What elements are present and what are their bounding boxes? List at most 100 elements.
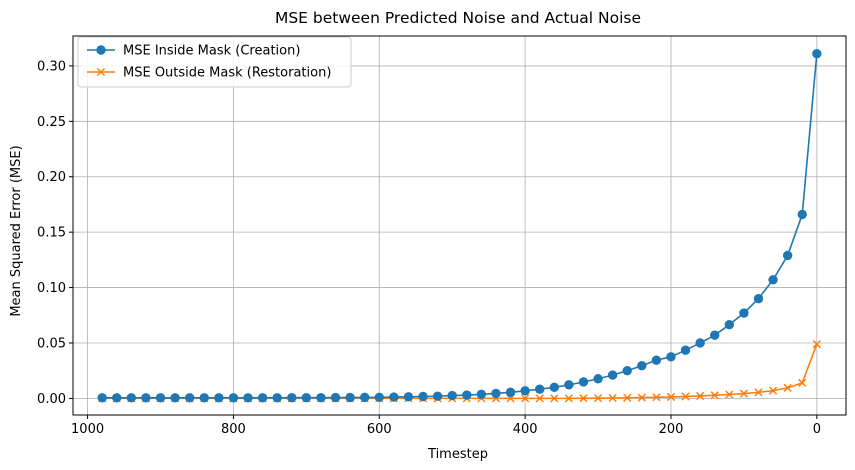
data-point [754, 388, 763, 397]
y-tick-label: 0.30 [37, 59, 66, 74]
data-point [389, 392, 399, 402]
y-tick-label: 0.20 [37, 170, 66, 185]
x-tick-label: 1000 [71, 422, 104, 437]
data-point [637, 360, 647, 371]
x-tick-label: 200 [659, 422, 684, 437]
y-tick-label: 0.25 [37, 115, 66, 130]
data-point [550, 394, 559, 403]
data-point [607, 370, 618, 380]
legend: MSE Inside Mask (Creation) MSE Outside Ma… [77, 36, 352, 88]
data-point [681, 392, 690, 401]
data-point [812, 49, 822, 59]
y-tick-label: 0.15 [37, 226, 66, 241]
data-point [564, 380, 574, 390]
data-point [126, 393, 137, 403]
data-point [724, 319, 735, 330]
data-point [535, 394, 544, 403]
legend-frame [77, 36, 352, 88]
data-point [652, 393, 661, 402]
data-point [228, 393, 239, 403]
data-point [739, 308, 749, 318]
data-point [739, 389, 749, 398]
x-tick-label: 0 [813, 422, 821, 437]
data-point [476, 389, 487, 399]
y-axis-label: Mean Squared Error (MSE) [9, 145, 24, 316]
data-point [112, 393, 122, 403]
legend-item: MSE Outside Mask (Restoration) [87, 66, 331, 81]
y-tick-label: 0.00 [37, 392, 66, 407]
data-point [432, 391, 443, 401]
legend-item: MSE Inside Mask (Creation) [87, 44, 300, 59]
legend-marker [96, 45, 106, 55]
data-point [798, 378, 807, 387]
data-point [680, 345, 691, 355]
data-point [783, 383, 792, 392]
data-point [199, 393, 209, 403]
data-point [214, 393, 224, 403]
data-point [696, 391, 705, 401]
x-tick-label: 800 [221, 422, 246, 437]
data-point [579, 394, 588, 403]
x-tick-label: 400 [513, 422, 538, 437]
data-point [666, 352, 676, 362]
data-point [301, 393, 312, 403]
data-point [593, 374, 603, 384]
data-point [97, 393, 107, 403]
data-point [272, 393, 282, 403]
data-point [257, 393, 268, 403]
plot-frame [72, 35, 847, 416]
data-point [623, 393, 632, 402]
chart-title: MSE between Predicted Noise and Actual N… [275, 9, 641, 27]
data-point [622, 365, 632, 376]
x-axis-label: Timestep [427, 447, 488, 462]
series-layer [97, 49, 822, 403]
data-point [505, 387, 516, 397]
data-point [768, 275, 778, 285]
data-point [359, 392, 370, 403]
y-tick-label: 0.10 [37, 281, 66, 296]
data-point [170, 393, 180, 403]
data-point [330, 392, 341, 403]
data-point [316, 393, 326, 403]
data-point [549, 382, 560, 392]
data-point [768, 386, 778, 395]
data-point [243, 393, 253, 403]
y-tick-label: 0.05 [37, 336, 66, 351]
data-point [695, 338, 705, 348]
axis-ticks: 1000 800 600 400 200 0 0.00 0.05 0.10 0.15 0.20 0.2… [37, 59, 821, 437]
data-point [374, 392, 384, 402]
data-point [418, 391, 428, 402]
data-point [447, 390, 457, 401]
data-point [797, 209, 807, 220]
data-point [462, 390, 472, 400]
data-point [725, 390, 734, 399]
data-point [782, 250, 793, 261]
data-point [812, 339, 821, 349]
data-point [593, 394, 603, 403]
data-point [535, 384, 545, 394]
data-point [155, 393, 166, 403]
data-point [287, 393, 297, 403]
data-point [141, 393, 151, 403]
data-point [608, 393, 617, 403]
series-1 [97, 49, 822, 403]
data-point [710, 391, 719, 400]
data-point [491, 388, 501, 399]
data-point [578, 377, 589, 387]
legend-label: MSE Inside Mask (Creation) [123, 44, 300, 59]
data-point [521, 394, 530, 403]
data-point [520, 386, 530, 396]
legend-marker [96, 67, 106, 77]
legend-label: MSE Outside Mask (Restoration) [123, 66, 331, 81]
data-point [564, 394, 574, 403]
data-point [753, 293, 764, 304]
data-point [637, 393, 646, 402]
data-point [184, 393, 195, 403]
data-point [666, 392, 676, 402]
data-point [403, 392, 414, 402]
x-tick-label: 600 [367, 422, 392, 437]
data-point [651, 355, 662, 365]
data-point [710, 330, 720, 340]
data-point [345, 392, 355, 403]
